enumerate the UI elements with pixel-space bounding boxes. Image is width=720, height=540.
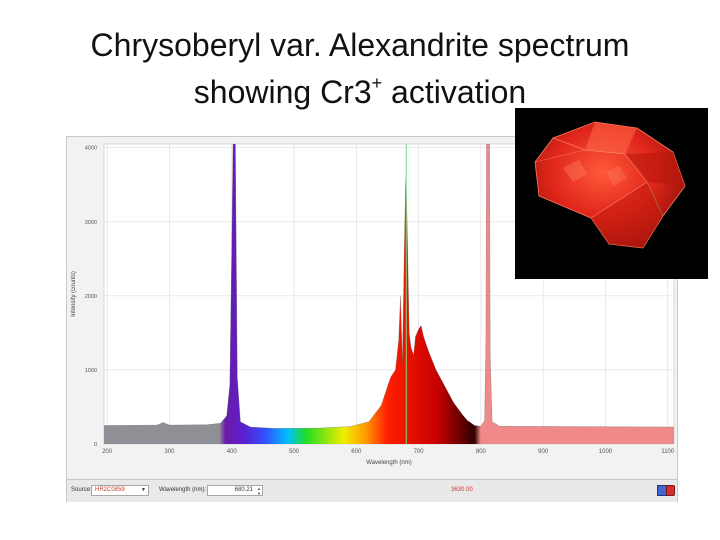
spectrum-fill [104,144,674,444]
x-tick-label: 700 [414,449,425,455]
y-tick-label: 0 [94,442,97,448]
x-tick-label: 400 [227,449,238,455]
y-tick-label: 4000 [85,146,97,152]
source-select[interactable]: HR2C0859 ▼ [91,485,149,496]
x-tick-label: 600 [351,449,362,455]
y-tick-label: 1000 [85,368,97,374]
x-tick-label: 900 [538,449,549,455]
y-tick-label: 3000 [85,220,97,226]
x-tick-label: 500 [289,449,300,455]
alexandrite-crystal-photo [515,108,708,279]
wavelength-input[interactable]: 680.21 ▲ ▼ [207,485,263,496]
x-tick-label: 800 [476,449,487,455]
y-axis-label: Intensity (counts) [71,271,77,317]
x-axis-label: Wavelength (nm) [366,460,411,466]
title-line-2: showing Cr3+ activation [0,69,720,116]
slide-title: Chrysoberyl var. Alexandrite spectrum sh… [0,22,720,116]
title-line-2-text: showing Cr3 [193,74,372,110]
chevron-down-icon: ▼ [141,487,146,493]
spinner-icon[interactable]: ▲ ▼ [257,486,261,496]
title-line-1: Chrysoberyl var. Alexandrite spectrum [90,27,630,63]
spectrum-line [103,143,675,429]
x-tick-label: 200 [102,449,113,455]
y-axis-ticks: 0 1000 2000 3000 4000 [85,146,97,448]
x-tick-label: 1000 [599,449,613,455]
wavelength-label: Wavelength (nm): [159,487,207,493]
stop-tool-icon[interactable] [666,485,675,496]
crystal-illustration [534,121,686,249]
y-tick-label: 2000 [85,294,97,300]
intensity-readout: 3630.00 [451,487,473,493]
title-superscript: + [371,73,383,93]
status-bar: Source: HR2C0859 ▼ Wavelength (nm): 680.… [67,479,677,502]
x-axis-ticks: 200 300 400 500 600 700 800 900 1000 1100 [102,449,675,455]
title-line-2-tail: activation [382,74,527,110]
source-label: Source: [71,487,92,493]
wavelength-value: 680.21 [234,487,253,493]
x-tick-label: 300 [164,449,175,455]
source-value: HR2C0859 [95,487,125,493]
x-tick-label: 1100 [661,449,675,455]
